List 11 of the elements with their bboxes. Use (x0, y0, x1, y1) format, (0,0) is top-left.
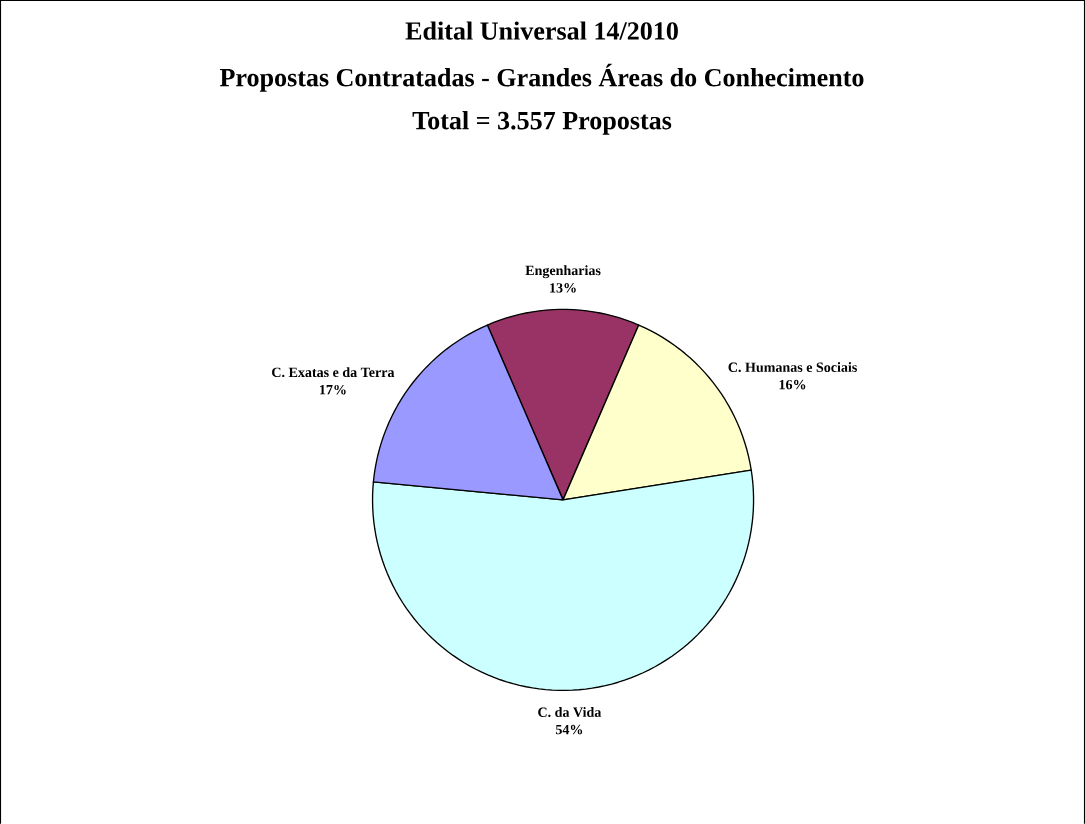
data-label: 16% (779, 379, 806, 390)
slice-label: C. Humanas e Sociais (728, 361, 857, 372)
data-label: 54% (555, 724, 583, 735)
data-label: 17% (320, 384, 346, 395)
data-label: 13% (550, 282, 576, 293)
chart-subtitle: Propostas Contratadas - Grandes Áreas do Conhecimento (219, 63, 864, 92)
text: Total = 3.557 Propostas (412, 110, 672, 135)
chart-title: Edital Universal 14/2010 (405, 21, 678, 40)
slice-label: C. da Vida (538, 706, 602, 717)
slice-label: Engenharias (525, 265, 601, 279)
slice-label: C. Exatas e da Terra (272, 367, 395, 377)
